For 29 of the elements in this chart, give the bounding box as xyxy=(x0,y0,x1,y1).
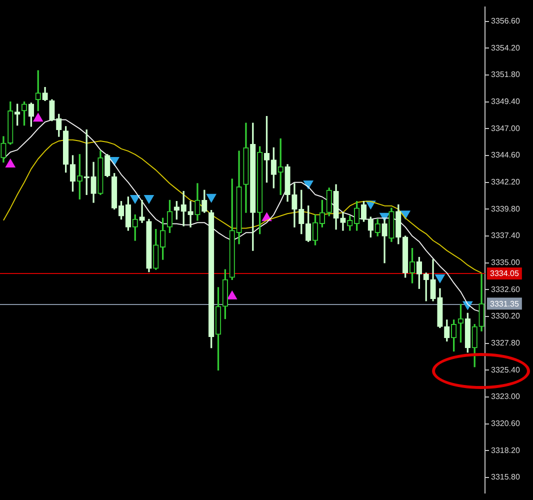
y-tick-label: 3354.20 xyxy=(491,43,520,52)
y-tick-label: 3356.60 xyxy=(491,16,520,26)
y-tick-label: 3351.80 xyxy=(491,70,520,80)
y-tick-label: 3342.20 xyxy=(491,178,520,187)
candlestick xyxy=(188,201,194,228)
candlestick xyxy=(139,200,145,223)
y-tick-label: 3344.60 xyxy=(491,150,520,160)
point xyxy=(144,195,154,204)
point xyxy=(435,274,445,283)
y-tick-label: 3337.40 xyxy=(491,231,520,240)
point xyxy=(206,194,216,202)
y-tick-label: 3347.00 xyxy=(491,124,520,133)
point xyxy=(400,210,410,220)
y-tick-label: 3335.00 xyxy=(491,258,520,268)
y-tick-label: 3320.60 xyxy=(491,419,520,428)
y-tick-label: 3327.80 xyxy=(491,338,520,348)
y-tick-label: 3332.60 xyxy=(491,284,520,294)
ref-line-label: 3331.35 xyxy=(490,299,520,308)
y-tick-label: 3330.20 xyxy=(491,312,520,321)
y-tick-label: 3315.80 xyxy=(491,472,520,482)
candlestick xyxy=(340,212,346,231)
y-tick-label: 3349.40 xyxy=(491,97,520,106)
y-tick-label: 3325.40 xyxy=(491,365,520,374)
point xyxy=(303,180,314,189)
ref-line-label: 3334.05 xyxy=(490,269,520,278)
y-tick-label: 3323.00 xyxy=(491,392,520,402)
y-tick-label: 3318.20 xyxy=(491,446,520,455)
y-tick-label: 3339.80 xyxy=(491,204,520,214)
point xyxy=(130,195,140,204)
